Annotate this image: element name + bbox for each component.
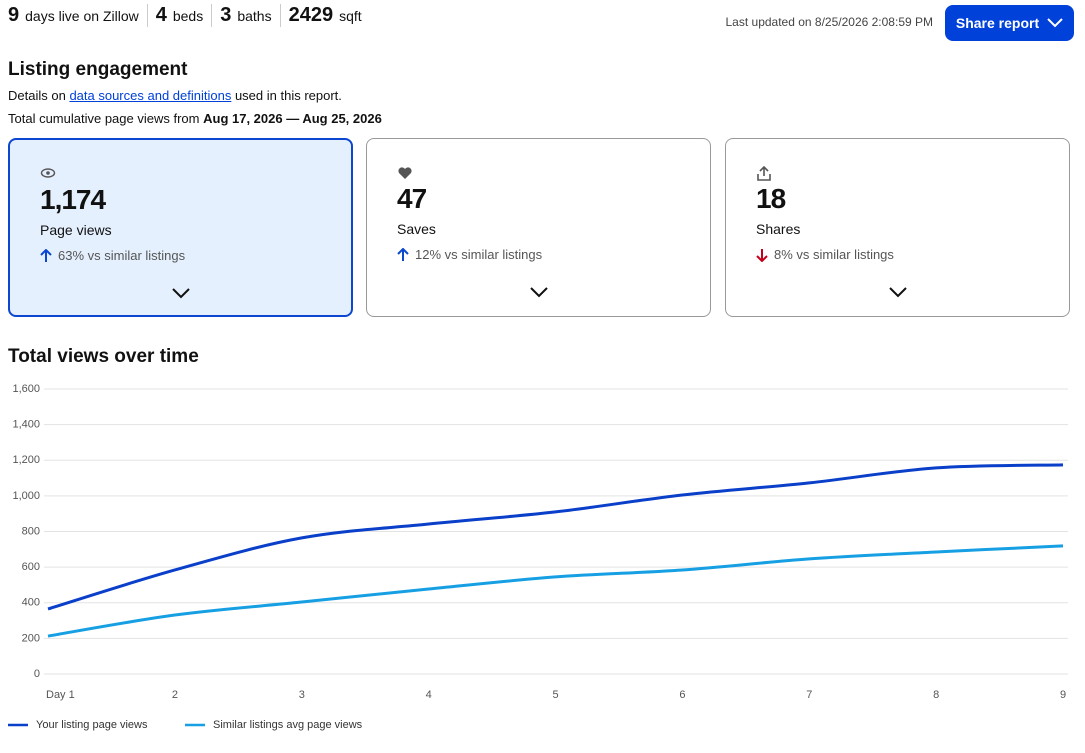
x-tick-label: 7 [806,689,812,701]
stat: 4 beds [146,4,211,27]
chevron-icon [1047,18,1063,28]
chevron-icon [888,287,907,298]
y-tick-label: 400 [22,597,40,609]
chart: 0 200 400 600 800 1,000 1,200 1,400 1,600 Day 1 2 3… [8,383,1068,731]
comparison-text: 8% vs similar listings [774,247,894,262]
x-tick-label: 3 [299,689,305,701]
last-updated: Last updated on 8/25/2026 2:08:59 PM [725,15,934,29]
y-tick-label: 800 [22,525,40,537]
text: Total cumulative page views from [8,111,200,126]
range: Total cumulative page views from Aug 17,… [8,111,382,126]
y-tick-label: 0 [34,668,40,680]
dates: Aug 17, 2026 — Aug 25, 2026 [203,111,382,126]
card-value: 1,174 [40,184,106,215]
comparison-text: 12% vs similar listings [415,247,543,262]
share-button[interactable]: Share report [945,5,1074,41]
down-arrow [756,248,768,262]
card-label: Saves [397,221,436,237]
comparison: 63% vs similar listings [40,248,185,263]
share-icon [757,166,771,181]
stat-value: 3 [220,4,232,26]
card-label: Shares [756,221,801,237]
comparison: 12% vs similar listings [397,247,542,262]
x-tick-label: 2 [172,689,178,701]
y-tick-label: 200 [22,632,40,644]
comparison-text: 63% vs similar listings [58,248,186,263]
text: used in this report. [234,88,342,103]
stat: 3 baths [211,4,279,27]
chevron-icon [529,287,548,298]
stat-label: days live on Zillow [25,8,139,24]
legend-label: Similar listings avg page views [213,719,363,731]
y-tick-label: 1,600 [12,383,40,395]
y-tick-label: 1,400 [12,419,40,431]
x-tick-label: 5 [552,689,558,701]
stat-label: baths [237,8,272,24]
legend-label: Your listing page views [36,719,148,731]
stat-label: beds [172,8,204,24]
stats: 9 days live on Zillow 4 beds 3 baths 2429 sq… [8,4,370,27]
stat: 9 days live on Zillow [8,4,147,27]
line [47,544,1064,638]
stat-value: 2429 [288,4,334,26]
heart-icon [398,167,412,179]
x-tick-label: 8 [933,689,939,701]
line [47,463,1064,611]
x-tick-label: 9 [1060,689,1066,701]
x-tick-label: Day 1 [46,689,75,701]
card-label: Page views [40,222,112,238]
card[interactable]: 1,174 Page views 63% vs similar listings [8,138,353,317]
chart-title: Total views over time [8,346,199,367]
button-label: Share report [955,15,1040,31]
card-value: 18 [756,183,786,214]
x-tick-label: 6 [679,689,685,701]
card-value: 47 [397,183,427,214]
up-arrow [40,248,52,262]
text: Details on [8,88,66,103]
stat-value: 4 [155,4,167,26]
eye-icon [40,168,56,178]
card[interactable]: 47 Saves 12% vs similar listings [366,138,711,317]
stat-label: sqft [339,8,362,24]
stat-value: 9 [8,4,20,26]
y-tick-label: 600 [22,561,40,573]
comparison: 8% vs similar listings [756,247,894,262]
details: Details on data sources and definitions … [8,88,342,103]
chevron-icon [171,288,190,299]
section-title: Listing engagement [8,59,188,80]
link[interactable]: data sources and definitions [69,88,232,103]
stat: 2429 sqft [279,4,370,27]
up-arrow [397,247,409,261]
y-tick-label: 1,000 [12,490,40,502]
x-tick-label: 4 [426,689,432,701]
card[interactable]: 18 Shares 8% vs similar listings [725,138,1070,317]
y-tick-label: 1,200 [12,454,40,466]
